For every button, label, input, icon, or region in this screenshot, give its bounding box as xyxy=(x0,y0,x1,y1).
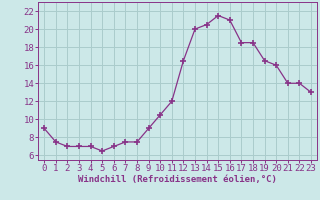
X-axis label: Windchill (Refroidissement éolien,°C): Windchill (Refroidissement éolien,°C) xyxy=(78,175,277,184)
